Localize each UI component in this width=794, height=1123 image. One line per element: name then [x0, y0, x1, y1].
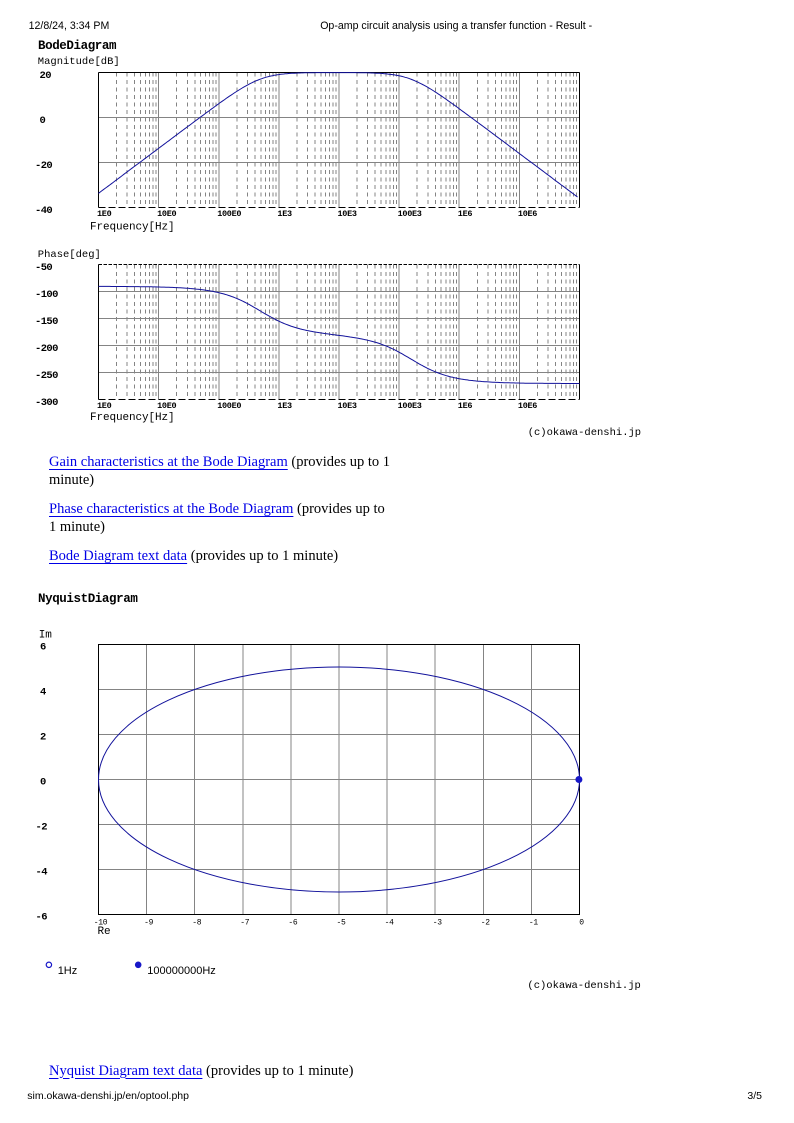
- svg-text:-7: -7: [240, 919, 250, 928]
- svg-text:Frequency[Hz]: Frequency[Hz]: [90, 221, 175, 233]
- svg-text:100E0: 100E0: [217, 401, 241, 411]
- svg-text:10E6: 10E6: [518, 209, 537, 219]
- svg-text:-4: -4: [385, 919, 395, 928]
- svg-text:-3: -3: [433, 919, 443, 928]
- svg-text:0: 0: [40, 115, 46, 127]
- svg-text:10E3: 10E3: [338, 401, 357, 411]
- svg-text:-150: -150: [35, 316, 58, 328]
- svg-text:4: 4: [40, 686, 46, 698]
- svg-text:6: 6: [40, 641, 46, 653]
- svg-text:10E0: 10E0: [157, 401, 176, 411]
- svg-text:100E3: 100E3: [398, 401, 422, 411]
- svg-text:-6: -6: [36, 911, 48, 923]
- svg-text:1E3: 1E3: [277, 401, 292, 411]
- svg-text:10E3: 10E3: [338, 209, 357, 219]
- svg-text:-5: -5: [336, 919, 346, 928]
- svg-text:-100: -100: [35, 289, 58, 301]
- svg-text:1E6: 1E6: [458, 209, 473, 219]
- svg-text:-20: -20: [35, 160, 52, 172]
- svg-text:1E0: 1E0: [97, 209, 112, 219]
- svg-text:1E6: 1E6: [458, 401, 473, 411]
- svg-text:20: 20: [40, 70, 52, 82]
- svg-text:-2: -2: [481, 919, 491, 928]
- svg-text:-2: -2: [36, 821, 48, 833]
- svg-text:-250: -250: [35, 370, 58, 382]
- svg-text:2: 2: [40, 731, 46, 743]
- svg-text:1E3: 1E3: [277, 209, 292, 219]
- svg-text:100E0: 100E0: [217, 209, 241, 219]
- svg-text:Frequency[Hz]: Frequency[Hz]: [90, 412, 175, 424]
- svg-text:-1: -1: [529, 919, 539, 928]
- svg-text:-10: -10: [94, 919, 108, 928]
- svg-text:1E0: 1E0: [97, 401, 112, 411]
- svg-text:-8: -8: [192, 919, 202, 928]
- svg-text:10E6: 10E6: [518, 401, 537, 411]
- svg-text:0: 0: [579, 919, 584, 928]
- svg-text:Im: Im: [39, 630, 53, 642]
- svg-text:0: 0: [40, 776, 46, 788]
- svg-text:Re: Re: [98, 926, 111, 938]
- svg-text:-40: -40: [35, 205, 52, 217]
- svg-text:-300: -300: [35, 397, 58, 409]
- svg-text:-4: -4: [36, 866, 48, 878]
- svg-text:-6: -6: [288, 919, 298, 928]
- svg-text:-50: -50: [35, 262, 52, 274]
- svg-text:10E0: 10E0: [157, 209, 176, 219]
- svg-text:100E3: 100E3: [398, 209, 422, 219]
- svg-text:-200: -200: [35, 343, 58, 355]
- svg-text:-9: -9: [144, 919, 154, 928]
